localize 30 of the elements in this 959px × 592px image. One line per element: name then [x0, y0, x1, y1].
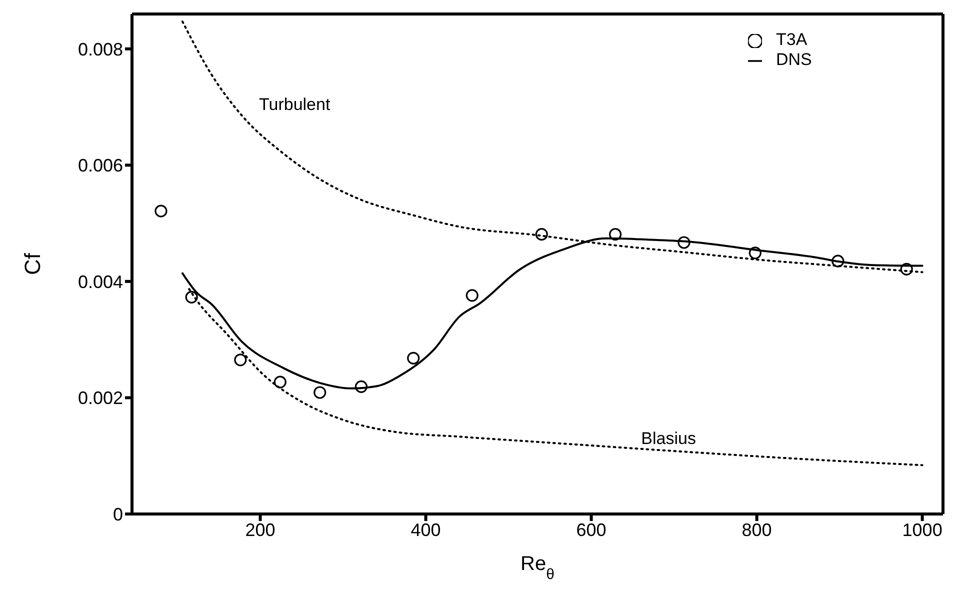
point	[678, 236, 690, 249]
annotation: Turbulent	[259, 95, 330, 116]
point	[466, 289, 478, 302]
y-tick-label: 0	[112, 504, 123, 524]
y-tick-label: 0.002	[78, 388, 123, 408]
legend-label: T3A	[776, 30, 808, 49]
annotation: Blasius	[641, 429, 696, 450]
x-tick-label: 600	[576, 520, 606, 540]
x-tick-label: 200	[245, 520, 276, 540]
point	[900, 262, 913, 276]
point	[535, 228, 548, 241]
point	[314, 386, 326, 399]
y-axis-title: Cf	[20, 252, 45, 275]
x-tick-label: 1000	[902, 520, 942, 540]
point	[234, 354, 247, 366]
point	[748, 246, 762, 260]
x-tick-label: 400	[410, 520, 441, 540]
y-tick-label: 0.008	[78, 39, 123, 60]
point	[832, 254, 844, 268]
legend-label: DNS	[776, 50, 812, 69]
x-tick-label: 800	[742, 520, 772, 540]
point	[608, 228, 622, 241]
point	[154, 204, 168, 218]
y-tick-label: 0.004	[78, 272, 123, 292]
point	[185, 290, 198, 304]
x-axis-title: Re$_{θ}$	[520, 553, 554, 582]
point	[354, 380, 368, 393]
point	[274, 376, 286, 388]
y-tick-label: 0.006	[78, 156, 123, 176]
point	[407, 352, 420, 364]
